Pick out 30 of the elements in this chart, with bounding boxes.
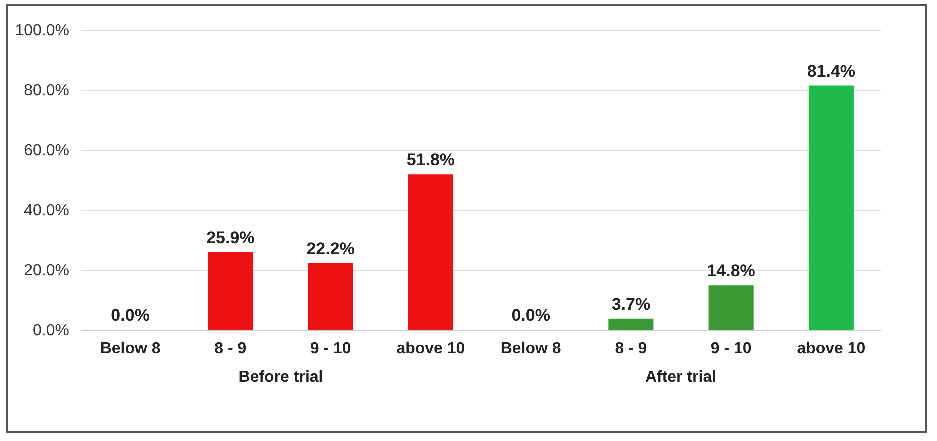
data-label: 0.0% — [111, 306, 150, 325]
x-tick-label: 8 - 9 — [615, 340, 648, 358]
data-label: 0.0% — [512, 306, 550, 325]
bar — [408, 174, 454, 330]
bar — [208, 252, 254, 330]
bar — [608, 318, 654, 330]
data-label: 22.2% — [306, 239, 355, 258]
y-tick-label: 100.0% — [15, 22, 70, 40]
bar — [308, 263, 354, 330]
x-tick-label: 9 - 10 — [310, 340, 352, 358]
data-label: 51.8% — [406, 150, 456, 170]
y-tick-label: 0.0% — [33, 322, 70, 340]
text: Before trial — [238, 369, 324, 386]
x-tick-label: Below 8 — [100, 340, 161, 358]
x-tick-label: 8 - 9 — [214, 340, 247, 358]
y-tick-label: 80.0% — [24, 82, 70, 100]
x-tick-label: above 10 — [396, 340, 466, 358]
bar — [708, 286, 754, 330]
y-tick-label: 20.0% — [24, 262, 70, 280]
y-tick-label: 40.0% — [24, 202, 70, 220]
x-tick-label: above 10 — [797, 340, 866, 358]
data-label: 25.9% — [206, 228, 255, 248]
bar — [808, 86, 854, 330]
data-label: 3.7% — [612, 294, 651, 314]
data-label: 14.8% — [707, 262, 756, 281]
x-tick-label: 9 - 10 — [710, 340, 752, 358]
data-label: 81.4% — [807, 62, 856, 81]
text: After trial — [645, 369, 717, 386]
x-tick-label: Below 8 — [500, 340, 562, 358]
y-tick-label: 60.0% — [24, 142, 70, 160]
